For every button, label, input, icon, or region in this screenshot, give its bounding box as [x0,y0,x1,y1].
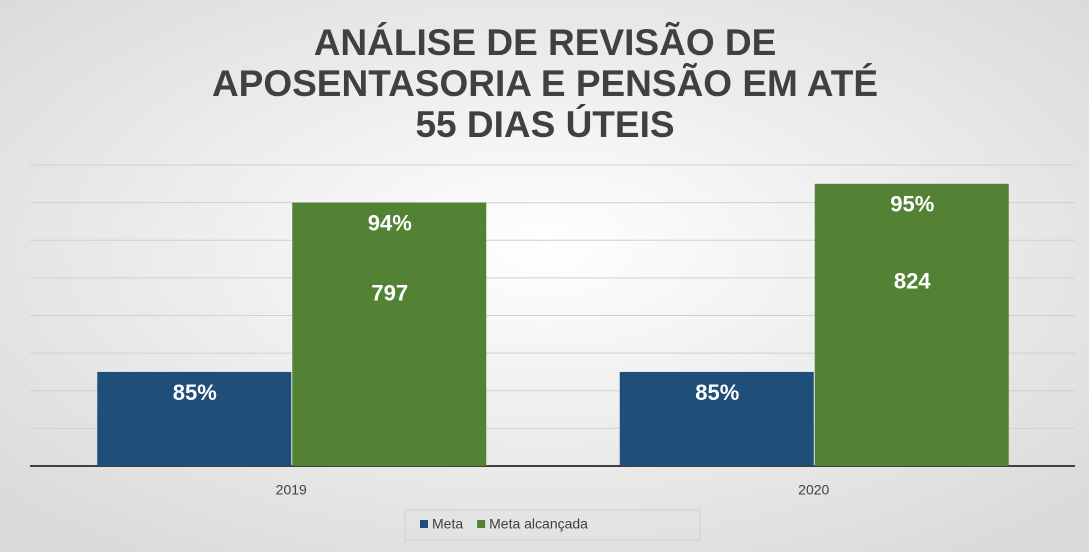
legend-box [404,509,701,541]
data-label: 94% [368,210,412,235]
data-label: 95% [890,192,934,217]
data-label: 85% [173,380,217,405]
legend-swatch [420,520,428,528]
bar [619,371,814,466]
legend-label: Meta [432,516,463,532]
x-tick-label: 2019 [276,482,307,498]
count-label: 797 [371,281,408,306]
legend-swatch [477,520,486,528]
x-tick-label: 2020 [798,482,829,498]
chart-title: APOSENTASORIA E PENSÃO EM ATÉ [212,62,878,104]
bar [814,183,1009,466]
bar [97,371,292,466]
chart-title: ANÁLISE DE REVISÃO DE [314,21,777,63]
chart-title: 55 DIAS ÚTEIS [415,103,674,145]
count-label: 824 [894,268,931,293]
data-label: 85% [695,380,739,405]
bar [292,202,487,466]
legend-label: Meta alcançada [489,516,588,532]
